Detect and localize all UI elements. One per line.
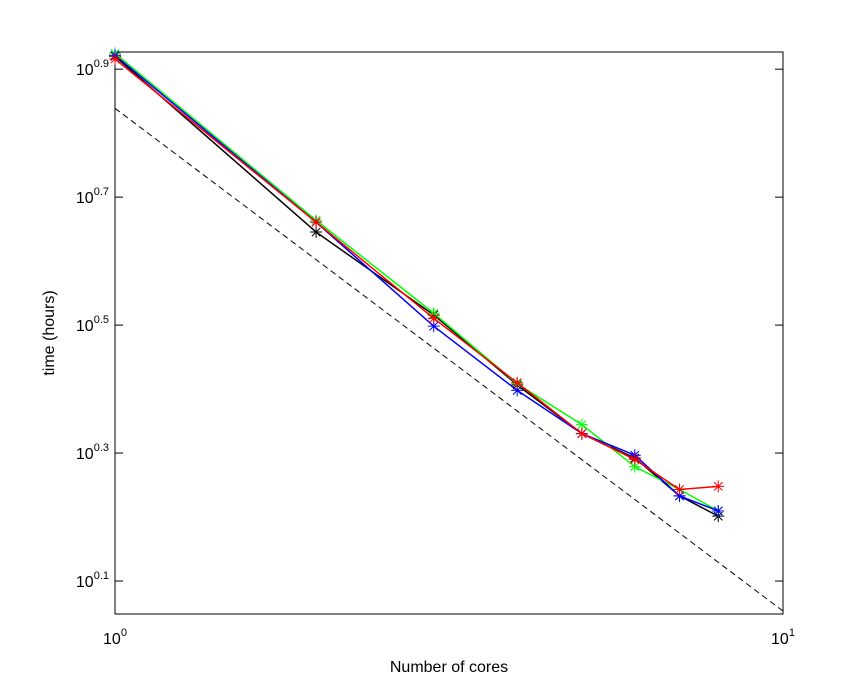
x-axis-label: Number of cores [390,659,508,676]
tick-label: 100.3 [76,442,109,463]
tick-label: 101 [771,627,795,648]
series-line [114,54,719,512]
data-point [673,483,686,496]
tick-label: 100.9 [76,58,109,79]
data-point [427,312,440,325]
data-point [310,226,323,239]
tick-label: 100.7 [76,186,109,207]
data-point [511,384,524,397]
data-point [673,489,686,502]
series-line [114,58,719,491]
tick-label: 100.5 [76,314,109,335]
y-axis-label: time (hours) [41,290,58,375]
tick-label: 100.1 [76,570,109,591]
data-point [628,460,641,473]
data-point [109,52,121,65]
data-point [712,480,725,493]
data-point [628,453,641,466]
data-point [310,216,323,229]
tick-label: 100 [103,627,127,648]
data-point [712,504,725,517]
series-line [114,52,719,512]
data-point [511,376,524,389]
data-point [427,320,440,333]
data-point [575,418,588,431]
data-point [575,427,588,440]
